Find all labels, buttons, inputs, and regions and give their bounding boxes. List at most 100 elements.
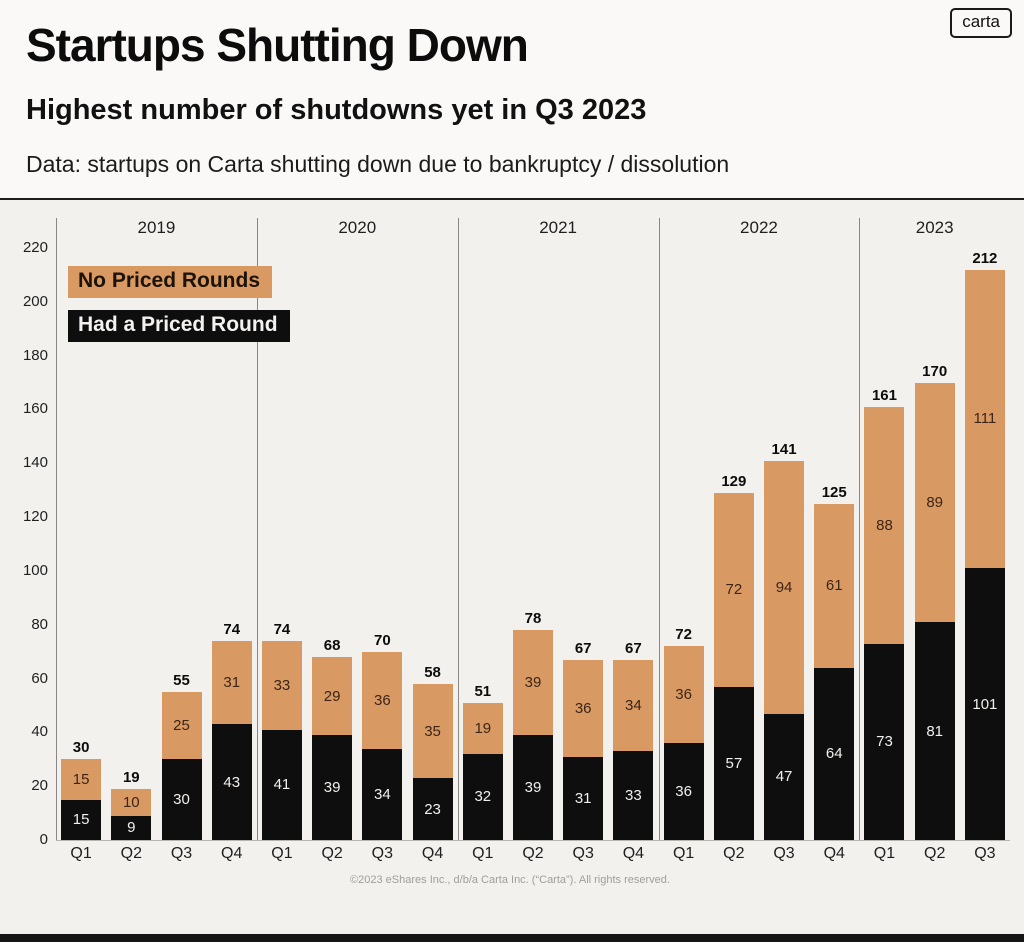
y-axis-tick-label: 140 — [22, 454, 48, 472]
year-separator-line — [56, 218, 57, 840]
bar-segment-no-priced-rounds: 111 — [964, 269, 1005, 569]
year-group: 2020 74 33 41 68 29 39 70 36 34 58 35 23 Q1 Q2 Q3 Q4 — [257, 218, 458, 868]
bar-segment-no-priced-rounds: 31 — [211, 640, 252, 725]
bar-2019-Q3: 55 25 30 — [161, 248, 202, 840]
bar-segment-had-priced-round: 34 — [362, 748, 403, 840]
bar-segment-no-priced-rounds: 15 — [61, 759, 102, 800]
x-axis-quarter-label: Q3 — [371, 845, 394, 862]
bar-total-label: 141 — [771, 440, 797, 458]
x-axis-quarter-label: Q2 — [120, 845, 142, 862]
x-axis-quarter-label: Q3 — [170, 845, 193, 862]
bar-2022-Q4: 125 61 64 — [814, 248, 855, 840]
bar-total-label: 67 — [574, 639, 592, 657]
bars-row: 161 88 73 170 89 81 212 111 101 — [859, 248, 1010, 840]
y-axis-tick-label: 160 — [22, 400, 48, 418]
plot-area: No Priced Rounds Had a Priced Round 2019… — [56, 218, 1010, 868]
bar-total-label: 51 — [474, 682, 492, 700]
x-axis-quarter-label: Q1 — [70, 845, 92, 862]
bar-segment-no-priced-rounds: 94 — [764, 460, 805, 714]
bars-row: 30 15 15 19 10 9 55 25 30 74 31 43 — [56, 248, 257, 840]
page-title: Startups Shutting Down — [26, 19, 529, 71]
bar-2020-Q4: 58 35 23 — [412, 248, 453, 840]
carta-logo: carta — [950, 8, 1012, 38]
x-axis-quarter-label: Q4 — [421, 845, 444, 862]
bar-segment-had-priced-round: 9 — [111, 815, 152, 840]
x-axis-labels-row: Q1 Q2 Q3 Q4 — [257, 840, 458, 868]
bar-segment-had-priced-round: 31 — [563, 756, 604, 840]
bar-segment-no-priced-rounds: 34 — [613, 659, 654, 752]
chart-area: 0 20 40 60 80 100 120 140 160 180 200 220 No Priced… — [10, 218, 1010, 868]
y-axis-tick-label: 20 — [31, 777, 48, 795]
bar-total-label: 129 — [721, 472, 747, 490]
bars-row: 51 19 32 78 39 39 67 36 31 67 34 33 — [458, 248, 659, 840]
bar-segment-had-priced-round: 30 — [161, 759, 202, 840]
bar-total-label: 55 — [173, 672, 190, 690]
x-axis-labels-row: Q1 Q2 Q3 Q4 — [659, 840, 860, 868]
bar-2023-Q3: 212 111 101 — [964, 248, 1005, 840]
year-label: 2021 — [539, 218, 578, 237]
bar-segment-no-priced-rounds: 72 — [713, 492, 754, 687]
bar-total-label: 72 — [675, 626, 692, 644]
chart-subtitle: Highest number of shutdowns yet in Q3 20… — [26, 94, 647, 126]
y-axis-tick-label: 200 — [22, 292, 48, 310]
bar-segment-had-priced-round: 39 — [512, 735, 553, 840]
bar-segment-no-priced-rounds: 25 — [161, 692, 202, 760]
x-axis-quarter-label: Q3 — [572, 845, 594, 862]
bar-total-label: 212 — [972, 249, 998, 267]
bar-total-label: 74 — [273, 620, 291, 638]
bar-2020-Q2: 68 29 39 — [312, 248, 353, 840]
bar-segment-had-priced-round: 39 — [312, 735, 353, 840]
x-axis-labels-row: Q1 Q2 Q3 Q4 — [56, 840, 257, 868]
bar-segment-no-priced-rounds: 89 — [914, 382, 955, 623]
y-axis-tick-label: 180 — [22, 346, 48, 364]
year-groups: 2019 30 15 15 19 10 9 55 25 30 74 31 43 Q1 Q2 Q3 Q4 2020 7… — [56, 218, 1010, 868]
bar-total-label: 78 — [524, 610, 542, 628]
year-separator-line — [256, 218, 258, 840]
year-group: 2022 72 36 36 129 72 57 141 94 47 125 61 64 Q1 Q2 Q3 Q4 — [659, 218, 860, 868]
x-axis-quarter-label: Q2 — [723, 845, 745, 862]
y-axis-tick-label: 100 — [22, 561, 48, 579]
bar-total-label: 58 — [424, 663, 441, 681]
bar-2019-Q4: 74 31 43 — [211, 248, 252, 840]
x-axis-quarter-label: Q3 — [773, 845, 795, 862]
chart-section: 0 20 40 60 80 100 120 140 160 180 200 220 No Priced… — [0, 200, 1024, 891]
bar-segment-had-priced-round: 41 — [261, 729, 302, 840]
bar-total-label: 70 — [374, 631, 391, 649]
bar-segment-had-priced-round: 33 — [613, 751, 654, 840]
bar-segment-no-priced-rounds: 61 — [814, 503, 855, 668]
bar-total-label: 67 — [625, 639, 642, 657]
bar-segment-had-priced-round: 101 — [964, 568, 1005, 840]
bar-total-label: 30 — [72, 739, 90, 757]
bar-2022-Q1: 72 36 36 — [663, 248, 704, 840]
y-axis-tick-label: 80 — [31, 615, 48, 633]
x-axis-quarter-label: Q3 — [974, 845, 996, 862]
bottom-edge-strip — [0, 934, 1024, 942]
bars-row: 72 36 36 129 72 57 141 94 47 125 61 64 — [659, 248, 860, 840]
x-axis-quarter-label: Q1 — [472, 845, 494, 862]
year-label: 2019 — [137, 218, 176, 237]
x-axis-quarter-label: Q2 — [321, 845, 343, 862]
bars-row: 74 33 41 68 29 39 70 36 34 58 35 23 — [257, 248, 458, 840]
bar-segment-had-priced-round: 81 — [914, 622, 955, 840]
x-axis-labels-row: Q1 Q2 Q3 Q4 — [458, 840, 659, 868]
y-axis-tick-label: 120 — [22, 508, 48, 526]
year-group: 2021 51 19 32 78 39 39 67 36 31 67 34 33 Q1 Q2 Q3 Q4 — [458, 218, 659, 868]
year-label: 2023 — [915, 218, 954, 237]
bar-2023-Q2: 170 89 81 — [914, 248, 955, 840]
bar-segment-no-priced-rounds: 19 — [462, 702, 503, 754]
bar-total-label: 161 — [871, 386, 897, 404]
bar-total-label: 68 — [323, 637, 341, 655]
x-axis-quarter-label: Q2 — [924, 845, 946, 862]
bar-segment-no-priced-rounds: 36 — [663, 646, 704, 744]
x-axis-quarter-label: Q1 — [873, 845, 896, 862]
bar-segment-had-priced-round: 73 — [864, 643, 905, 840]
x-axis-quarter-label: Q4 — [622, 845, 645, 862]
copyright-footer: ©2023 eShares Inc., d/b/a Carta Inc. (“C… — [350, 874, 670, 886]
bar-segment-had-priced-round: 15 — [61, 799, 102, 840]
bar-2022-Q2: 129 72 57 — [713, 248, 754, 840]
x-axis-quarter-label: Q1 — [271, 845, 293, 862]
bar-segment-had-priced-round: 32 — [462, 753, 503, 840]
bar-segment-had-priced-round: 23 — [412, 778, 453, 840]
bar-segment-had-priced-round: 36 — [663, 743, 704, 840]
bar-2023-Q1: 161 88 73 — [864, 248, 905, 840]
